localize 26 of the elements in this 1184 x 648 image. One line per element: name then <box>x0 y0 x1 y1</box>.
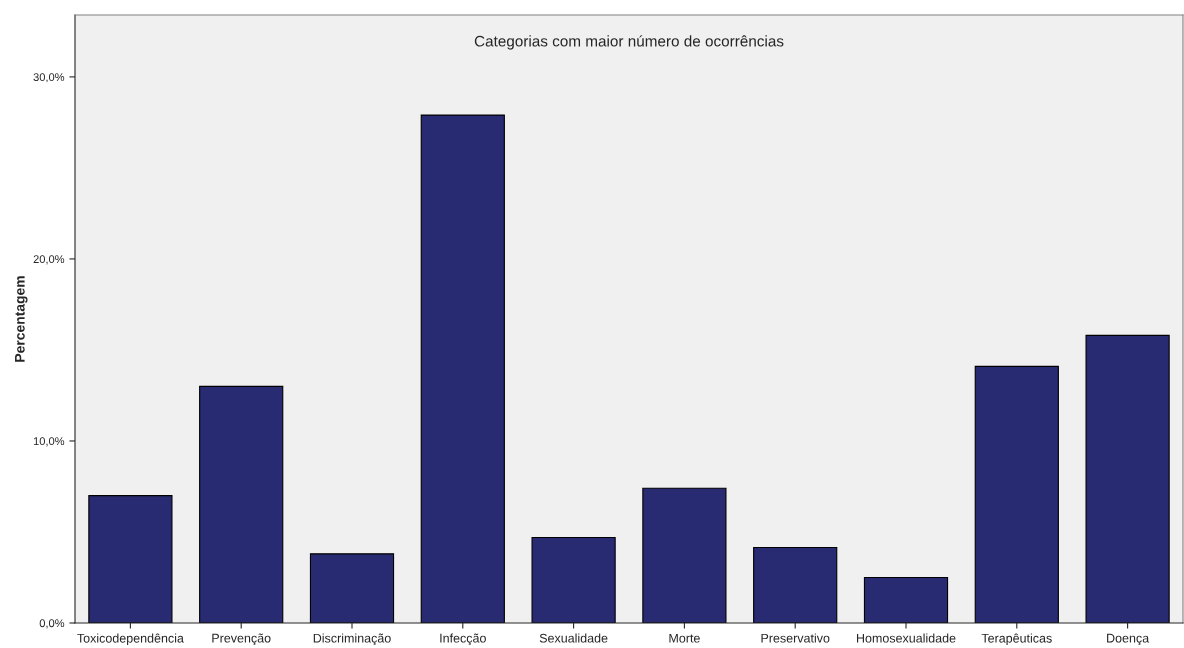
y-axis-title: Percentagem <box>15 276 28 362</box>
x-tick-label: Toxicodependência <box>77 633 184 646</box>
y-tick-label: 30,0% <box>33 73 65 83</box>
bar <box>753 546 838 623</box>
x-tick-label: Terapêuticas <box>981 633 1052 646</box>
x-tick-label: Homosexualidade <box>857 633 956 643</box>
x-tick-label: Discriminação <box>313 633 391 646</box>
x-tick-label: Morte <box>669 633 700 643</box>
text: Categorias com maior número de ocorrências <box>474 35 784 50</box>
x-tick-label: Prevenção <box>212 633 271 646</box>
bar <box>199 385 284 623</box>
x-tick-label: Doença <box>1107 633 1150 646</box>
bar <box>974 365 1059 623</box>
y-tick-label: 10,0% <box>33 437 65 447</box>
y-tick-label: 0,0% <box>39 619 65 629</box>
bar <box>642 487 727 623</box>
x-tick-label: Infecção <box>440 633 486 646</box>
bar <box>531 536 616 623</box>
bar <box>309 553 395 623</box>
x-tick-label: Preservativo <box>761 633 830 643</box>
x-tick-label: Sexualidade <box>539 633 608 643</box>
bar <box>863 576 949 623</box>
bar <box>420 114 505 623</box>
y-tick-label: 20,0% <box>33 255 65 265</box>
bar <box>1085 334 1170 623</box>
bar <box>88 495 173 623</box>
